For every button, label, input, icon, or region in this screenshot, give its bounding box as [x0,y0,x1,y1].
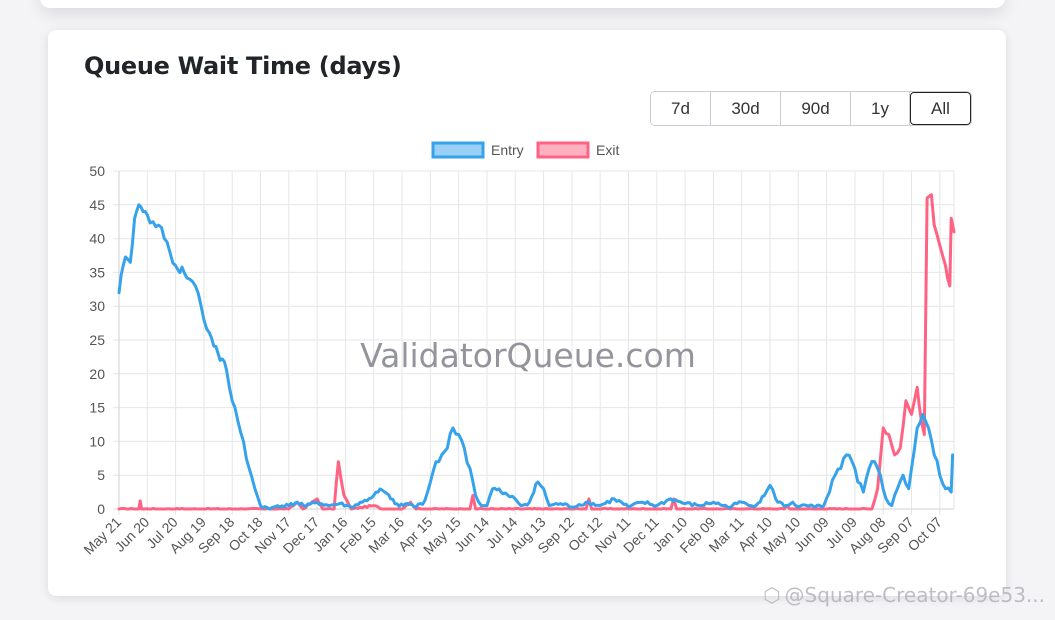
range-button-7d[interactable]: 7d [651,92,711,125]
legend-label-exit: Exit [596,142,619,158]
chart-watermark: ValidatorQueue.com [360,336,696,375]
y-tick-label: 5 [97,467,105,483]
y-tick-label: 40 [89,231,105,247]
range-button-1y[interactable]: 1y [851,92,910,125]
y-tick-label: 0 [97,501,105,517]
range-button-90d[interactable]: 90d [781,92,851,125]
legend: Entry Exit [431,141,619,159]
series-line-exit [117,193,956,511]
card-title: Queue Wait Time (days) [84,52,402,80]
range-button-30d[interactable]: 30d [711,92,781,125]
legend-swatch-exit [536,141,590,159]
y-tick-label: 15 [89,400,105,416]
y-tick-label: 25 [89,332,105,348]
range-selector: 7d 30d 90d 1y All [650,91,972,126]
range-button-all[interactable]: All [910,92,971,125]
y-tick-label: 50 [89,163,105,179]
watermark-text: @Square-Creator-69e53... [784,583,1045,607]
y-tick-label: 30 [89,298,105,314]
y-tick-label: 45 [89,197,105,213]
watermark-logo-icon: ⬡ [763,583,781,607]
legend-label-entry: Entry [491,142,524,158]
creator-watermark: ⬡ @Square-Creator-69e53... [763,583,1045,607]
queue-wait-card: Queue Wait Time (days) 7d 30d 90d 1y All [48,30,1006,596]
series-line-entry [117,203,955,511]
grid-lines [113,170,955,515]
series-lines [117,193,956,511]
legend-swatch-entry [431,141,485,159]
y-tick-label: 10 [89,433,105,449]
previous-card-edge [40,0,1005,8]
y-tick-label: 35 [89,264,105,280]
y-tick-label: 20 [89,366,105,382]
